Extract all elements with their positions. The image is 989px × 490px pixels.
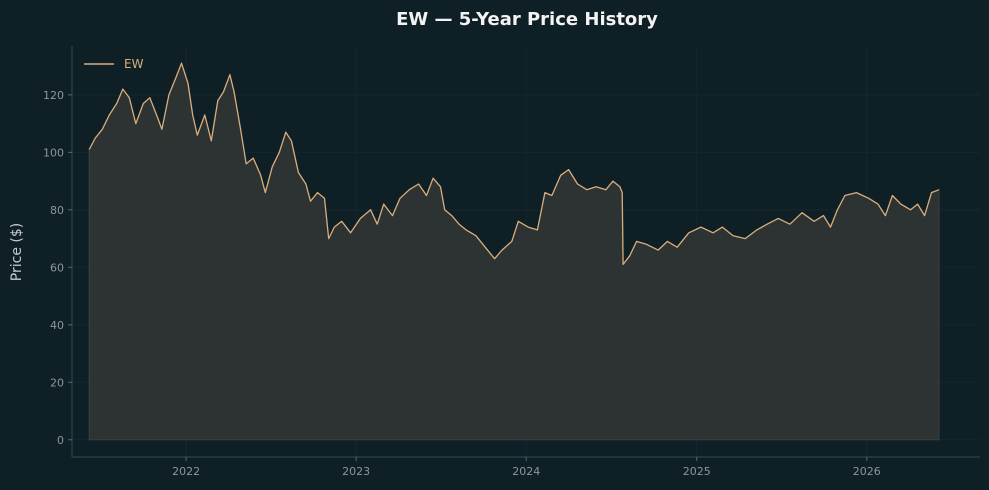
y-tick-label-0: 0 [57, 434, 64, 447]
x-tick-label-2023: 2023 [342, 465, 370, 478]
y-tick-label-60: 60 [50, 261, 64, 274]
chart-title: EW — 5-Year Price History [396, 9, 658, 30]
legend-label-ew: EW [124, 57, 144, 71]
line-layer [88, 62, 940, 266]
y-tick-label-40: 40 [50, 319, 64, 332]
y-tick-label-80: 80 [50, 204, 64, 217]
x-tick-label-2022: 2022 [172, 465, 200, 478]
x-tick-label-2025: 2025 [683, 465, 711, 478]
x-ticks: 2022 2023 2024 2025 2026 [172, 457, 881, 478]
y-tick-label-100: 100 [43, 146, 64, 159]
y-axis-label: Price ($) [9, 223, 25, 281]
y-ticks: 0 20 40 60 80 100 120 [43, 89, 72, 447]
series-line-ew [88, 62, 940, 266]
legend: EW [84, 57, 144, 71]
y-tick-label-120: 120 [43, 89, 64, 102]
y-tick-label-20: 20 [50, 376, 64, 389]
x-tick-label-2024: 2024 [512, 465, 540, 478]
x-tick-label-2026: 2026 [853, 465, 881, 478]
